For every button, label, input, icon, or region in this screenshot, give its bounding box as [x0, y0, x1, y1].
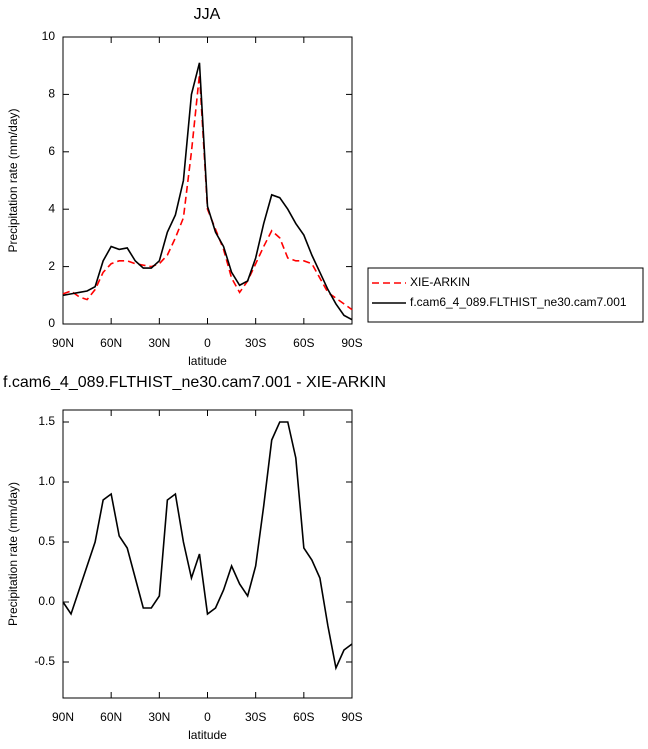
data-line [62, 421, 353, 671]
y-tick-label: 10 [42, 29, 56, 43]
legend-label: XIE-ARKIN [410, 275, 470, 289]
x-tick-label: 60N [100, 710, 122, 724]
y-tick-label: 6 [48, 144, 55, 158]
y-tick-label: 1.5 [38, 414, 55, 428]
legend-label: f.cam6_4_089.FLTHIST_ne30.cam7.001 [410, 295, 627, 309]
x-tick-label: 90N [52, 336, 74, 350]
y-axis-label: Precipitation rate (mm/day) [6, 482, 20, 626]
chart-title: f.cam6_4_089.FLTHIST_ne30.cam7.001 - XIE… [3, 374, 386, 391]
y-tick-label: 4 [48, 201, 55, 215]
x-tick-label: 30S [245, 710, 266, 724]
y-tick-label: 2 [48, 259, 55, 273]
x-tick-label: 60N [100, 336, 122, 350]
x-tick-label: 90N [52, 710, 74, 724]
y-tick-label: 0.5 [38, 534, 55, 548]
y-axis-label: Precipitation rate (mm/day) [6, 108, 20, 252]
y-tick-label: -0.5 [34, 654, 55, 668]
y-tick-label: 0 [48, 316, 55, 330]
plot-frame [62, 36, 353, 325]
x-tick-label: 60S [293, 710, 314, 724]
x-tick-label: 30N [148, 710, 170, 724]
x-tick-label: 90S [341, 710, 362, 724]
x-tick-label: 90S [341, 336, 362, 350]
x-axis-label: latitude [188, 354, 227, 368]
data-line [62, 74, 353, 311]
x-tick-label: 30S [245, 336, 266, 350]
chart-title: JJA [194, 6, 221, 23]
y-tick-label: 8 [48, 87, 55, 101]
x-axis-label: latitude [188, 728, 227, 742]
x-tick-label: 30N [148, 336, 170, 350]
data-line [62, 62, 353, 321]
x-tick-label: 60S [293, 336, 314, 350]
y-tick-label: 0.0 [38, 594, 55, 608]
y-tick-label: 1.0 [38, 474, 55, 488]
x-tick-label: 0 [204, 710, 211, 724]
x-tick-label: 0 [204, 336, 211, 350]
legend-box [367, 267, 644, 323]
